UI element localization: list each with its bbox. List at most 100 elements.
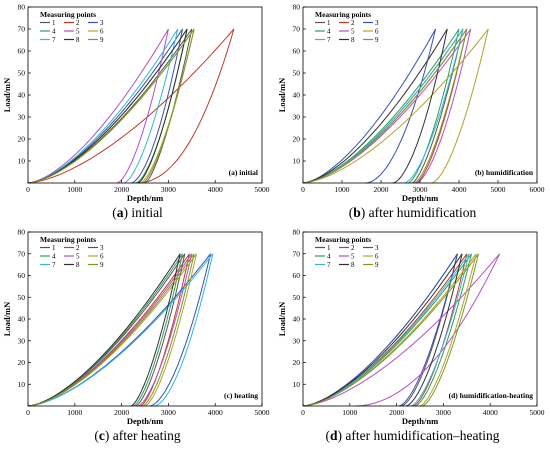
chart-b-series-4 [302,28,460,184]
chart-d-xtick-2: 2000 [389,408,404,417]
chart-b-ytick-0: 10 [293,157,301,166]
chart-a-series-8 [27,28,188,184]
chart-b-legend-label-5: 5 [351,28,355,36]
chart-b-legend-label-3: 3 [375,19,379,27]
chart-d-series-9 [302,253,479,407]
chart-b-xtick-0: 0 [301,185,305,194]
chart-a-legend-title: Measuring points [40,10,96,19]
caption-letter-b: b [353,205,361,220]
caption-d: (d) after humidification–heating [325,428,500,443]
chart-d-ytick-6: 70 [293,249,301,258]
chart-b-legend-label-9: 9 [375,36,379,44]
chart-a-frame [27,6,263,184]
chart-c-legend-label-9: 9 [100,261,104,269]
chart-c-ytick-5: 60 [18,271,26,280]
chart-b-xtick-2: 2000 [374,185,389,194]
chart-d-series-1 [302,253,458,407]
chart-b-legend-label-2: 2 [351,19,355,27]
caption-letter-a: a [116,205,124,220]
chart-c-legend-label-6: 6 [100,253,104,261]
chart-d-ytick-2: 30 [293,336,301,345]
chart-c-annotation: (c) heating [224,391,258,400]
chart-c-ytick-3: 40 [18,315,26,324]
chart-d-ytick-3: 40 [293,315,301,324]
chart-a-legend-label-1: 1 [52,19,56,27]
chart-a-legend-label-2: 2 [76,19,80,27]
chart-a-legend-label-8: 8 [76,36,80,44]
chart-d-xtick-3: 3000 [436,408,451,417]
chart-d-ytick-4: 50 [293,293,301,302]
caption-letter-d: d [330,428,338,443]
chart-c-series-3 [27,253,211,407]
chart-b-legend-label-4: 4 [327,28,331,36]
chart-c-legend-label-2: 2 [76,244,80,252]
chart-b-xtick-3: 3000 [413,185,428,194]
chart-d-series-3 [302,253,458,407]
chart-b-series-8 [302,28,448,184]
chart-a: 0 1000 2000 3000 4000 5000 10 20 30 40 50 60 70 80 Dep… [2,3,270,204]
chart-d-ytick-5: 60 [293,271,301,280]
chart-a-series-7 [27,28,179,184]
chart-d-series [302,253,501,407]
chart-a-ytick-4: 50 [18,69,26,78]
chart-d-series-8 [302,253,463,407]
chart-b-ytick-5: 60 [293,47,301,56]
chart-c-xtick-1: 1000 [67,408,82,417]
chart-a-series [27,28,235,184]
chart-c-ytick-4: 50 [18,293,26,302]
chart-b-xlabel: Depth/nm [402,193,438,203]
chart-a-legend-label-7: 7 [52,36,56,44]
chart-a-xtick-4: 4000 [208,185,223,194]
chart-d-xtick-5: 5000 [530,408,545,417]
chart-a-legend-label-4: 4 [52,28,56,36]
chart-c-ylabel: Load/mN [2,301,12,336]
chart-b-series-3 [302,28,437,184]
chart-b-annotation: (b) humidification [475,168,534,177]
chart-c-ytick-2: 30 [18,336,26,345]
caption-text-b: after humidification [365,205,477,220]
chart-b-legend-label-7: 7 [327,36,331,44]
chart-c-legend-label-7: 7 [52,261,56,269]
chart-d-xtick-4: 4000 [483,408,498,417]
chart-c-series-7 [27,253,214,407]
chart-d-legend-label-3: 3 [375,244,379,252]
caption-b: (b) after humidification [348,205,477,220]
chart-a-series-3 [27,28,183,184]
chart-b-ytick-6: 70 [293,25,301,34]
chart-a-ytick-6: 70 [18,25,26,34]
chart-d-xlabel: Depth/nm [402,416,438,426]
chart-a-series-1 [27,28,193,184]
chart-d-legend-label-4: 4 [327,253,331,261]
chart-d-xtick-1: 1000 [342,408,357,417]
chart-b-legend-label-1: 1 [327,19,331,27]
chart-d-series-7 [302,253,470,407]
caption-a: (a) initial [112,205,163,220]
chart-a-xtick-0: 0 [26,185,30,194]
chart-a-ytick-1: 20 [18,135,26,144]
chart-c-ytick-6: 70 [18,249,26,258]
chart-b-ytick-3: 40 [293,91,301,100]
chart-a-series-5 [27,28,169,184]
chart-d-series-4 [302,253,472,407]
chart-c-legend-label-1: 1 [52,244,56,252]
chart-a-legend-label-9: 9 [100,36,104,44]
caption-text-d: after humidification–heating [342,428,500,443]
chart-d-legend-label-8: 8 [351,261,355,269]
chart-c-series-1 [27,253,186,407]
chart-b-series-1 [302,28,464,184]
chart-b-series-6 [302,28,489,184]
chart-d-ytick-7: 80 [293,228,301,237]
chart-a-series-2 [27,28,235,184]
chart-c-series-8 [27,253,181,407]
chart-d-legend-label-7: 7 [327,261,331,269]
panel-b: 0 1000 2000 3000 4000 5000 6000 10 20 30 40 50 60 70 8… [275,0,550,224]
chart-d-ytick-0: 10 [293,380,301,389]
chart-d-annotation: (d) humidification-heating [449,391,534,400]
chart-a-ytick-0: 10 [18,157,26,166]
chart-b: 0 1000 2000 3000 4000 5000 6000 10 20 30 40 50 60 70 8… [277,3,545,204]
caption-letter-c: c [98,428,105,443]
caption-text-c: after heating [109,428,181,443]
chart-d-legend-label-2: 2 [351,244,355,252]
chart-a-series-9 [27,28,195,184]
